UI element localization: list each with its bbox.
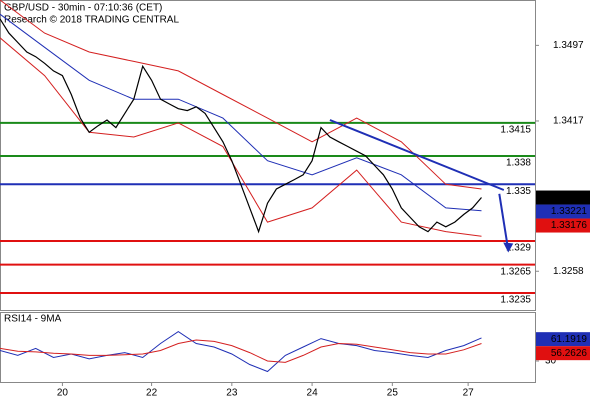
x-tick-label: 25 (387, 388, 399, 399)
indicator-line (0, 37, 482, 237)
arrow-head (503, 242, 514, 253)
y-tick-label: 1.3417 (553, 116, 584, 127)
x-tick-label: 27 (463, 388, 475, 399)
level-label: 1.329 (506, 243, 531, 254)
level-label: 1.3235 (500, 295, 531, 306)
rsi-tick-label: 30 (545, 356, 557, 367)
rsi-line (0, 330, 482, 373)
x-tick-label: 22 (146, 388, 158, 399)
price-line (0, 18, 482, 234)
rsi-box-label: 61.1919 (551, 334, 588, 345)
arrow (498, 193, 510, 251)
x-tick-label: 23 (226, 388, 238, 399)
rsi-title: RSI14 - 9MA (4, 314, 62, 325)
indicator-line (0, 0, 482, 190)
price-box (536, 218, 590, 233)
x-tick-label: 24 (307, 388, 319, 399)
trendline (329, 119, 505, 191)
rsi-line (0, 339, 482, 363)
rsi-frame (0, 312, 536, 383)
chart-subtitle: Research © 2018 TRADING CENTRAL (4, 15, 179, 26)
price-box-label: 1.33221 (551, 206, 588, 217)
indicator-line (0, 13, 482, 212)
x-tick-label: 20 (57, 388, 69, 399)
level-label: 1.3265 (500, 266, 531, 277)
price-box-label: 1.3336 (556, 192, 587, 203)
y-tick-label: 1.3258 (553, 266, 584, 277)
price-box (536, 204, 590, 219)
level-label: 1.338 (506, 158, 531, 169)
chart-title: GBP/USD - 30min - 07:10:36 (CET) (4, 3, 162, 14)
level-label: 1.3415 (500, 125, 531, 136)
rsi-box (536, 332, 590, 347)
rsi-box-label: 56.2626 (551, 348, 588, 359)
price-box-label: 1.33176 (551, 220, 588, 231)
level-label: 1.335 (506, 186, 531, 197)
price-box (536, 190, 590, 205)
y-tick-label: 1.3497 (553, 40, 584, 51)
rsi-box (536, 346, 590, 361)
